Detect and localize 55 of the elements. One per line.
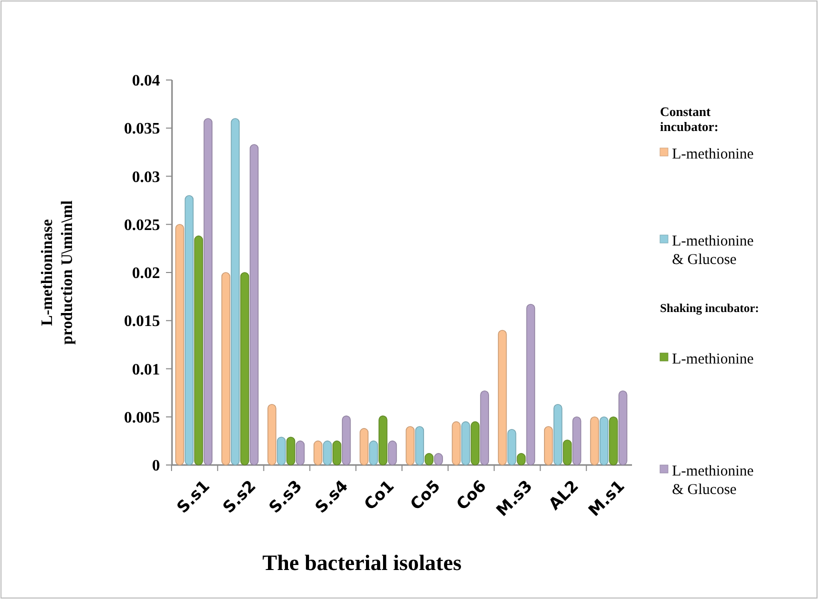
bar xyxy=(296,440,305,466)
bar xyxy=(369,440,378,466)
bar xyxy=(526,304,536,466)
legend-label: L-methionine & Glucose xyxy=(672,463,754,498)
y-tick-label: 0.035 xyxy=(124,120,160,138)
bar xyxy=(240,272,250,466)
y-tick-label: 0 xyxy=(152,458,160,475)
text: Shaking incubator: xyxy=(660,301,760,315)
y-tick-label: 0.03 xyxy=(132,168,160,186)
bar xyxy=(415,426,424,466)
bar xyxy=(480,390,490,466)
legend-label: L-methionine xyxy=(672,146,754,162)
bar xyxy=(553,404,562,466)
bar xyxy=(194,236,204,466)
x-tick-label: Co1 xyxy=(360,476,398,514)
bar xyxy=(618,390,628,466)
bar xyxy=(544,426,553,466)
bar xyxy=(600,416,608,466)
x-axis-title: The bacterial isolates xyxy=(262,550,462,575)
bar xyxy=(470,421,480,466)
y-tick-label: 0.01 xyxy=(132,361,160,378)
bar xyxy=(276,436,286,466)
bar xyxy=(507,428,516,466)
bar xyxy=(609,416,618,466)
y-tick-label: 0.02 xyxy=(132,265,160,282)
bar xyxy=(562,440,572,466)
bar xyxy=(175,224,184,466)
legend-label: L-methionine & Glucose xyxy=(672,233,754,268)
bar xyxy=(406,426,415,466)
bar xyxy=(498,330,507,466)
bar xyxy=(323,440,332,466)
y-tick-label: 0.005 xyxy=(124,409,160,426)
bar xyxy=(590,416,599,466)
bar xyxy=(452,421,461,466)
bar xyxy=(286,436,296,466)
y-tick-label: 0.025 xyxy=(124,216,160,234)
bar xyxy=(221,272,230,466)
y-tick-label: 0.04 xyxy=(132,72,160,90)
bar xyxy=(342,416,351,466)
bar xyxy=(267,404,276,466)
bar xyxy=(250,144,259,466)
bar xyxy=(388,440,397,466)
bar xyxy=(204,118,212,466)
bar xyxy=(314,440,322,466)
bar xyxy=(332,440,342,466)
bar xyxy=(230,118,240,466)
bar xyxy=(360,428,368,466)
bar xyxy=(184,195,194,466)
bar xyxy=(378,416,388,466)
legend-label: L-methionine xyxy=(672,351,754,368)
legend-title: Constant incubator: xyxy=(660,104,718,134)
bar xyxy=(461,421,470,466)
y-axis-title: L-methioninase production U\min\ml xyxy=(39,200,76,345)
bar xyxy=(572,416,582,466)
y-tick-label: 0.015 xyxy=(124,313,160,330)
